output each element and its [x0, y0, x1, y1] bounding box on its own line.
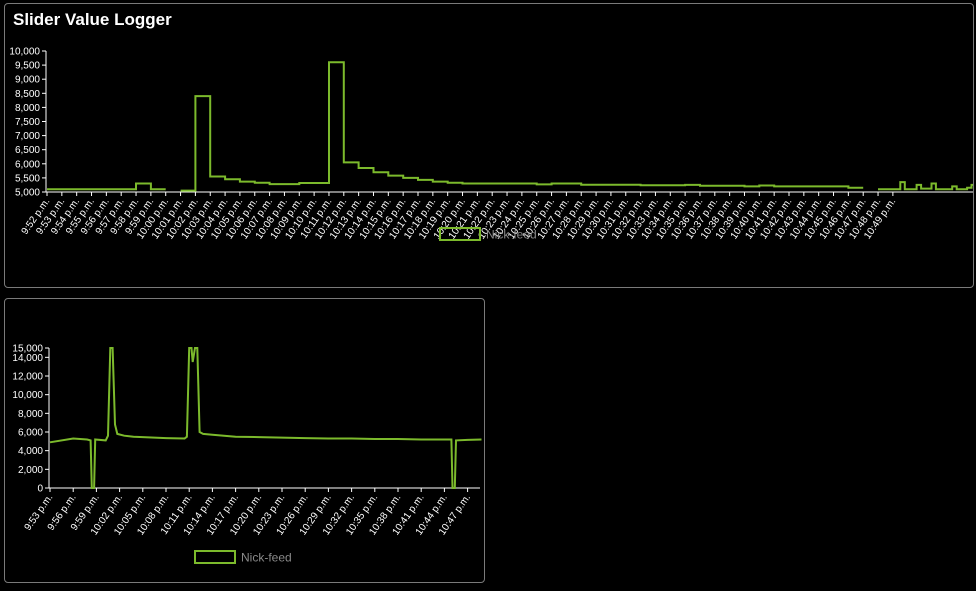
- chart-panel-1: Slider Value Logger 5,000 5,500 6,000 6,500…: [4, 3, 974, 288]
- y-tick-label: 15,000: [12, 344, 43, 355]
- y-tick-label: 10,000: [12, 390, 43, 401]
- series-line-Nick-feed: [49, 347, 482, 489]
- step-line-chart-1: 5,000 5,500 6,000 6,500 7,000 7,500 8,000 8,500…: [9, 47, 973, 242]
- y-tick-label: 6,500: [15, 145, 40, 156]
- line-chart-2: 0 2,000 4,000 6,000 8,000 10,000 12,000 14,0001…: [12, 344, 482, 565]
- y-tick-label: 7,500: [15, 117, 40, 128]
- y-tick-label: 5,500: [15, 173, 40, 184]
- y-tick-label: 9,000: [15, 75, 40, 86]
- y-tick-label: 8,000: [18, 409, 43, 420]
- y-tick-label: 6,000: [18, 428, 43, 439]
- y-tick-label: 6,000: [15, 159, 40, 170]
- y-tick-label: 0: [37, 484, 43, 495]
- chart-panel-2: 0 2,000 4,000 6,000 8,000 10,000 12,000 14,000 1…: [4, 298, 485, 583]
- y-tick-label: 7,000: [15, 131, 40, 142]
- legend-swatch: [194, 550, 236, 564]
- y-tick-label: 12,000: [12, 372, 43, 383]
- legend-swatch: [439, 227, 481, 241]
- legend-label: Nick-feed: [241, 551, 292, 565]
- y-tick-label: 5,000: [15, 188, 40, 199]
- y-tick-label: 10,000: [9, 47, 40, 58]
- y-tick-label: 2,000: [18, 465, 43, 476]
- y-tick-label: 8,000: [15, 103, 40, 114]
- y-tick-label: 8,500: [15, 89, 40, 100]
- legend-label: Nick-feed: [486, 228, 537, 242]
- page-title: Slider Value Logger: [13, 10, 172, 29]
- series-line-Nick-feed: [47, 61, 973, 192]
- y-tick-label: 4,000: [18, 446, 43, 457]
- y-tick-label: 9,500: [15, 61, 40, 72]
- y-tick-label: 14,000: [12, 353, 43, 364]
